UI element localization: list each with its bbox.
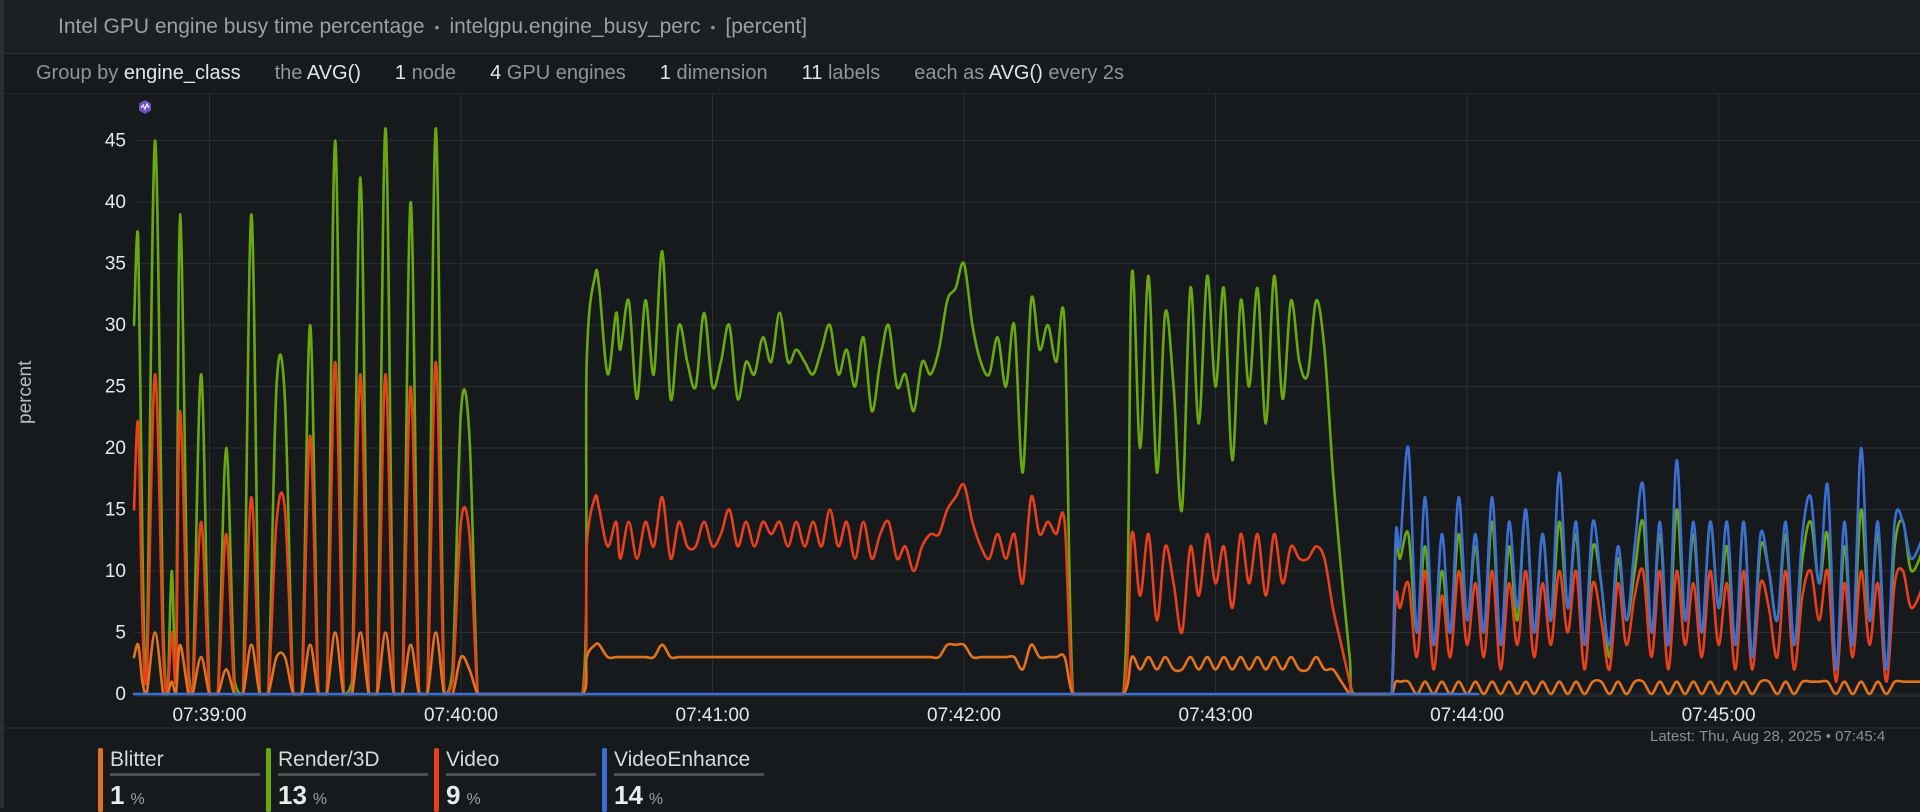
legend-value: 13%: [278, 780, 327, 811]
legend-color-swatch: [602, 748, 607, 812]
x-tick-label: 07:41:00: [676, 705, 750, 726]
legend-color-swatch: [434, 748, 439, 812]
y-tick-label: 30: [105, 315, 126, 336]
line-chart[interactable]: 0 5 10 15 20 25 30 35 40 45 07:39:00 07:40:00 07:41:…: [4, 94, 1920, 734]
legend-name: Blitter: [110, 748, 164, 771]
legend-number: 1: [110, 780, 125, 810]
labels-label: labels: [827, 62, 881, 84]
series-line-render-3d: [132, 127, 1920, 696]
legend-item-video[interactable]: Video 9%: [434, 744, 602, 812]
legend-value: 1%: [110, 780, 145, 811]
legend-divider: [278, 773, 428, 776]
group-by-value: engine_class: [123, 62, 241, 84]
labels-dropdown[interactable]: 11 labels: [802, 62, 881, 85]
legend-divider: [446, 773, 596, 776]
series-line-video: [132, 360, 1920, 696]
legend-color-swatch: [98, 748, 103, 812]
dimensions-label: dimension: [676, 62, 768, 84]
title-separator: •: [710, 18, 716, 35]
group-by-label: Group by: [36, 62, 119, 84]
legend-value: 14%: [614, 780, 663, 811]
legend-unit: %: [648, 791, 664, 808]
labels-count: 11: [801, 62, 823, 84]
legend-number: 13: [278, 780, 307, 810]
legend-unit: %: [130, 791, 145, 808]
y-tick-label: 25: [105, 377, 126, 398]
x-tick-label: 07:40:00: [424, 705, 498, 726]
each-as-value: AVG(): [988, 62, 1043, 84]
latest-label: Latest:: [1650, 728, 1696, 745]
legend-item-videoenhance[interactable]: VideoEnhance 14%: [602, 744, 770, 812]
x-tick-label: 07:45:00: [1682, 705, 1756, 726]
y-tick-label: 45: [105, 131, 126, 152]
series-line-videoenhance: [132, 445, 1920, 696]
chart-context: intelgpu.engine_busy_perc: [449, 14, 701, 38]
legend-value: 9%: [446, 780, 481, 811]
legend: Blitter 1% Render/3D 13% Video 9% VideoE…: [98, 744, 770, 812]
axes: 0 5 10 15 20 25 30 35 40 45 07:39:00 07:40:00 07:41:…: [105, 131, 1756, 726]
y-tick-label: 20: [105, 438, 126, 459]
chart-title: Intel GPU engine busy time percentage: [58, 14, 425, 38]
dimensions-dropdown[interactable]: 1 dimension: [660, 62, 768, 85]
legend-number: 14: [614, 780, 643, 810]
legend-divider: [110, 773, 260, 776]
y-tick-label: 40: [105, 192, 126, 213]
y-tick-label: 15: [105, 500, 126, 521]
every-label: every 2s: [1048, 62, 1124, 84]
chart-title-bar: Intel GPU engine busy time percentage • …: [4, 0, 1920, 54]
legend-unit: %: [312, 791, 328, 808]
x-tick-label: 07:42:00: [927, 705, 1001, 726]
y-tick-label: 0: [115, 684, 126, 705]
x-tick-label: 07:39:00: [172, 705, 246, 726]
x-tick-label: 07:43:00: [1179, 705, 1253, 726]
legend-divider: [614, 773, 764, 776]
chart-units: [percent]: [725, 14, 808, 38]
y-tick-label: 35: [105, 254, 126, 275]
series-line-blitter: [132, 631, 1920, 696]
legend-unit: %: [466, 791, 481, 808]
legend-name: VideoEnhance: [614, 748, 751, 771]
legend-color-swatch: [266, 748, 271, 812]
y-tick-label: 10: [105, 561, 126, 582]
instances-count: 4: [490, 62, 502, 84]
latest-value: Thu, Aug 28, 2025 • 07:45:4: [1698, 728, 1886, 745]
legend-number: 9: [446, 780, 461, 810]
dimensions-count: 1: [659, 62, 671, 84]
time-aggregation-dropdown[interactable]: each as AVG() every 2s: [914, 62, 1124, 85]
instances-label: GPU engines: [506, 62, 626, 84]
group-by-dropdown[interactable]: Group by engine_class: [36, 62, 241, 85]
each-as-label: each as: [914, 62, 985, 84]
legend-item-blitter[interactable]: Blitter 1%: [98, 744, 266, 812]
aggregation-prefix: the: [274, 62, 303, 84]
legend-name: Render/3D: [278, 748, 380, 771]
legend-item-render3d[interactable]: Render/3D 13%: [266, 744, 434, 812]
instances-dropdown[interactable]: 4 GPU engines: [490, 62, 626, 85]
legend-name: Video: [446, 748, 500, 771]
title-separator: •: [434, 18, 440, 35]
series-lines: [132, 127, 1920, 696]
latest-timestamp: Latest: Thu, Aug 28, 2025 • 07:45:4: [1650, 728, 1885, 745]
aggregation-value: AVG(): [306, 62, 361, 84]
group-by-bar: Group by engine_class the AVG() 1 node 4…: [4, 54, 1920, 94]
nodes-count: 1: [394, 62, 407, 84]
netdata-logo-icon: [139, 100, 151, 114]
nodes-label: node: [411, 62, 457, 84]
x-tick-label: 07:44:00: [1430, 705, 1504, 726]
y-tick-label: 5: [115, 623, 126, 644]
aggregation-dropdown[interactable]: the AVG(): [275, 62, 361, 85]
nodes-dropdown[interactable]: 1 node: [395, 62, 456, 85]
